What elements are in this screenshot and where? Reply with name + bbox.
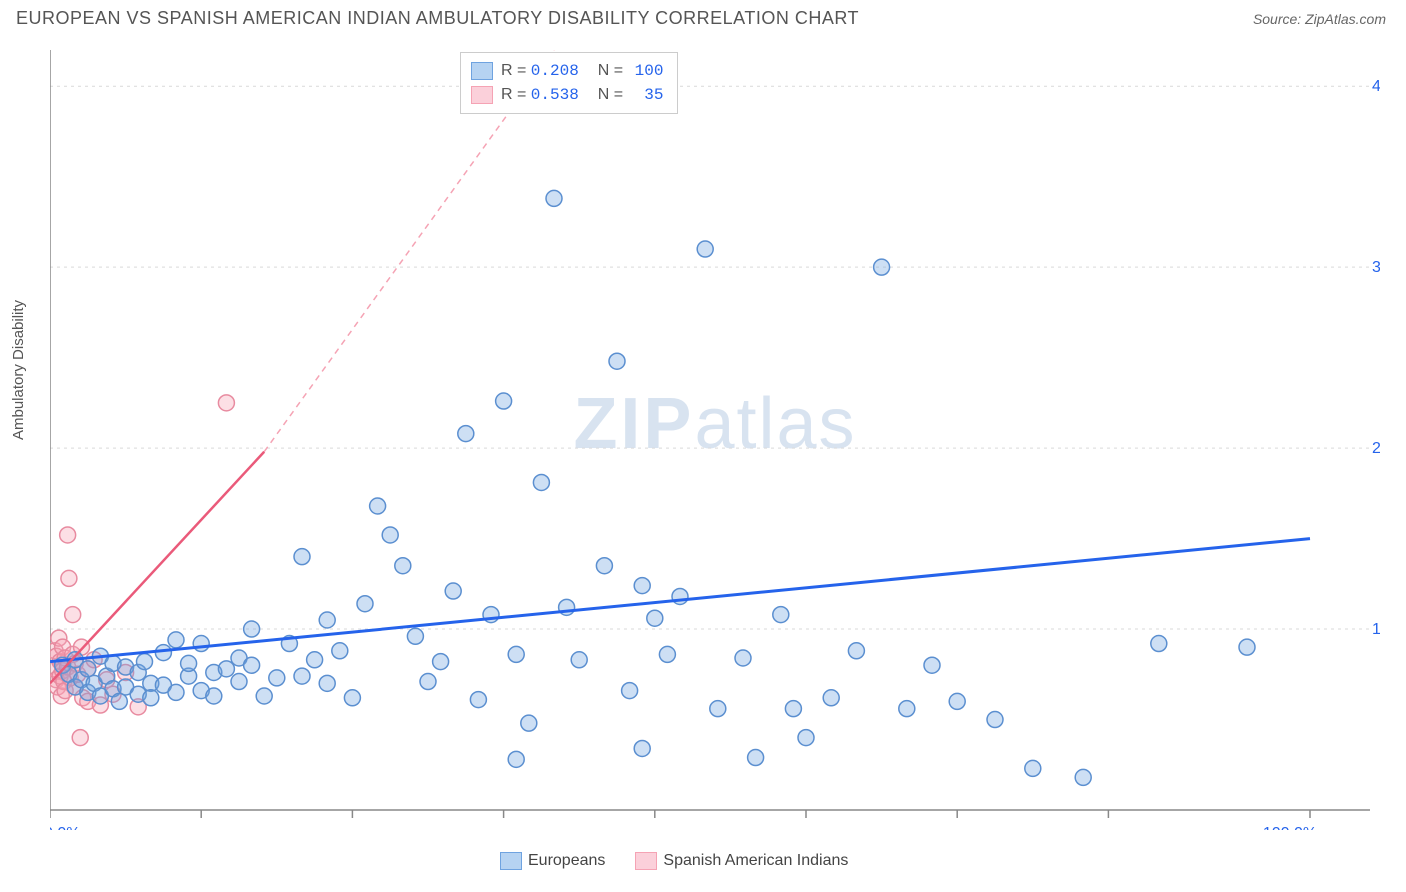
legend-item-spanish: Spanish American Indians (635, 852, 848, 870)
y-tick-label: 30.0% (1372, 259, 1380, 276)
chart-source: Source: ZipAtlas.com (1253, 11, 1386, 27)
legend-series: Europeans Spanish American Indians (500, 852, 848, 870)
y-tick-label: 40.0% (1372, 78, 1380, 95)
y-tick-label: 20.0% (1372, 440, 1380, 457)
x-tick-label-max: 100.0% (1263, 825, 1317, 830)
legend-stats-row-1: R = 0.538 N = 35 (471, 83, 663, 107)
chart-header: EUROPEAN VS SPANISH AMERICAN INDIAN AMBU… (0, 0, 1406, 33)
legend-item-europeans: Europeans (500, 852, 605, 870)
legend-swatch-icon (635, 852, 657, 870)
legend-swatch-icon (500, 852, 522, 870)
scatter-plot-svg: 10.0% 20.0% 30.0% 40.0% 0.0% 100.0% (50, 50, 1380, 830)
legend-stats: R = 0.208 N = 100 R = 0.538 N = 35 (460, 52, 678, 114)
legend-stats-row-0: R = 0.208 N = 100 (471, 59, 663, 83)
y-tick-label: 10.0% (1372, 621, 1380, 638)
x-tick-label-min: 0.0% (50, 825, 80, 830)
chart-plot-area: ZIPatlas 10.0%20.0%30.0%40.0%0.0%100.0% (50, 50, 1380, 830)
y-axis-label: Ambulatory Disability (10, 300, 27, 440)
legend-swatch-spanish (471, 86, 493, 104)
chart-title: EUROPEAN VS SPANISH AMERICAN INDIAN AMBU… (16, 8, 859, 29)
legend-swatch-europeans (471, 62, 493, 80)
